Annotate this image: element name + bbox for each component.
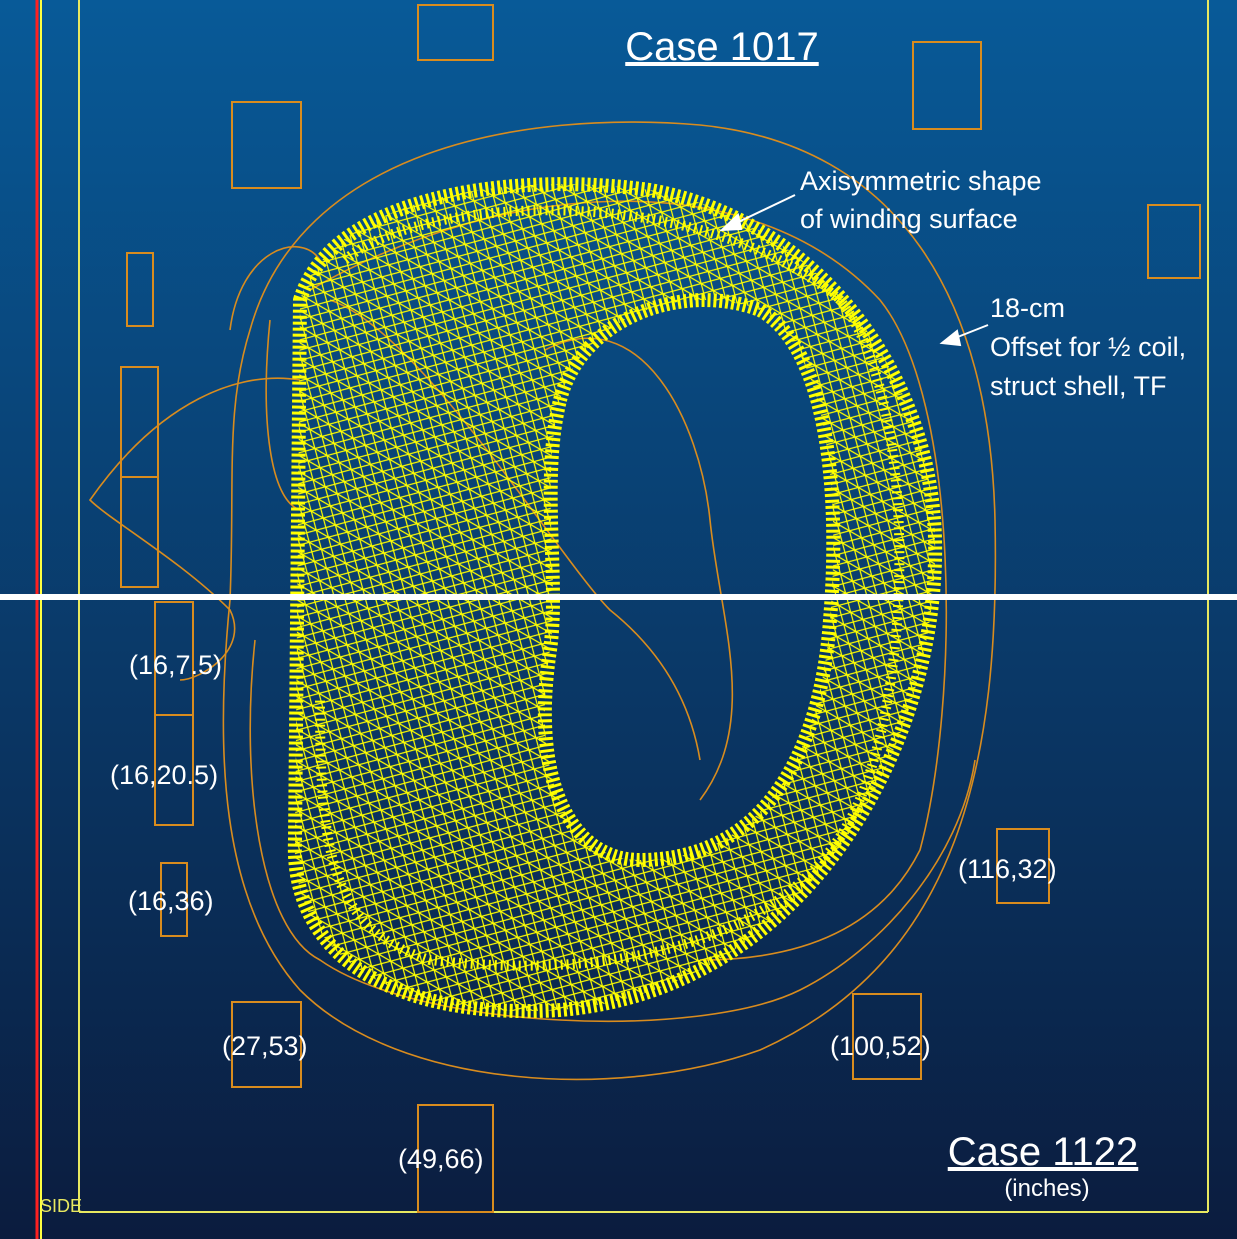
coil-label: (49,66) <box>398 1144 484 1174</box>
title: Case 1017 <box>625 25 818 69</box>
cad-view: Case 1017 Case 1122 (inches) SIDE Axisym… <box>0 0 1237 1239</box>
units: (inches) <box>1004 1175 1089 1202</box>
view-label: SIDE <box>40 1196 82 1216</box>
annotation: Axisymmetric shape <box>800 166 1042 196</box>
subtitle: Case 1122 <box>948 1130 1139 1174</box>
annotation: struct shell, TF <box>990 371 1167 401</box>
coil-label: (27,53) <box>222 1031 308 1061</box>
coil-label: (116,32) <box>958 854 1057 884</box>
coil-label: (16,36) <box>128 886 214 916</box>
coil-label: (16,20.5) <box>110 760 218 790</box>
coil-label: (16,7.5) <box>129 650 222 680</box>
coil-label: (100,52) <box>830 1031 931 1061</box>
annotation: Offset for ½ coil, <box>990 332 1186 362</box>
annotation: of winding surface <box>800 204 1018 234</box>
annotation: 18-cm <box>990 293 1065 323</box>
